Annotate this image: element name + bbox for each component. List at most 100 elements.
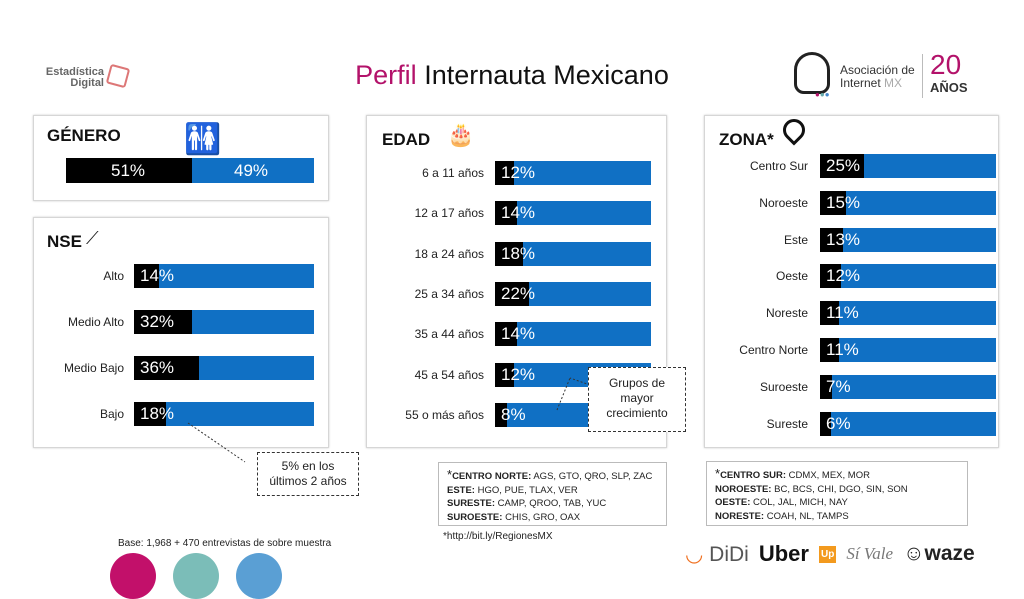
row-label: 45 a 54 años bbox=[414, 367, 484, 382]
bar-fill bbox=[820, 301, 840, 326]
row-label: Suroeste bbox=[759, 379, 808, 394]
callout-lines bbox=[187, 377, 591, 463]
logo-text: Digital bbox=[70, 77, 104, 89]
row-label: Centro Sur bbox=[749, 159, 808, 173]
uber-logo: Uber bbox=[758, 541, 809, 566]
row-label: Medio Alto bbox=[67, 315, 124, 329]
bar-fill bbox=[820, 411, 831, 436]
bar-fill bbox=[495, 201, 517, 226]
bar-fill bbox=[495, 402, 508, 427]
zona-panel: ZONA* Centro Sur 25% Noroeste 15% Este 13% Oes… bbox=[704, 114, 999, 448]
base-note: Base: 1,968 + 470 entrevistas de sobre m… bbox=[118, 538, 332, 549]
panel-title: GÉNERO bbox=[47, 126, 121, 145]
bar-value: 7% bbox=[826, 376, 851, 396]
note-line: SUROESTE: CHIS, GRO, OAX bbox=[447, 511, 581, 523]
men-value: 51% bbox=[111, 161, 146, 180]
row-label: Noroeste bbox=[759, 195, 808, 210]
bar-fill bbox=[820, 338, 840, 362]
amipci-logo bbox=[794, 52, 830, 94]
title-rest: Internauta Mexicano bbox=[424, 60, 669, 90]
nse-callout: 5% en los últimos 2 años bbox=[257, 452, 359, 496]
logo-text: MX bbox=[884, 76, 903, 90]
bar-value: 12% bbox=[501, 163, 536, 182]
bar-fill bbox=[495, 322, 517, 347]
edad-panel: EDAD 🎂 6 a 11 años 12% 12 a 17 años 14% 18 a… bbox=[366, 115, 667, 448]
bar: 32% bbox=[134, 310, 314, 334]
bar-fill bbox=[495, 241, 524, 266]
note-line: NORESTE: COAH, NL, TAMPS bbox=[715, 510, 849, 522]
row-label: Bajo bbox=[99, 407, 124, 421]
bar-fill bbox=[134, 356, 199, 380]
bar-fill bbox=[820, 227, 843, 252]
page-title: Perfil Internauta Mexicano bbox=[0, 60, 1024, 91]
stairs-icon: ⟋ bbox=[86, 228, 99, 248]
bar: 25% bbox=[820, 154, 996, 178]
estadistica-digital-logo: Estadística Digital bbox=[44, 67, 104, 89]
cake-icon: 🎂 bbox=[447, 122, 475, 147]
regions-note-right: *CENTRO SUR: CDMX, MEX, MOR NOROESTE: BC,… bbox=[706, 461, 968, 526]
note-line: SURESTE: CAMP, QROO, TAB, YUC bbox=[447, 498, 607, 509]
bar: 14% bbox=[495, 201, 651, 226]
up-logo: Up bbox=[818, 545, 837, 563]
didi-logo: ◡ DiDi bbox=[685, 542, 749, 566]
row-label: 18 a 24 años bbox=[414, 246, 484, 261]
sivale-logo: Sí Vale bbox=[846, 544, 894, 563]
note-line: *CENTRO SUR: CDMX, MEX, MOR bbox=[715, 466, 870, 481]
note-line: ESTE: HGO, PUE, TLAX, VER bbox=[447, 484, 578, 496]
bar: 14% bbox=[495, 322, 651, 347]
bar-fill bbox=[495, 362, 514, 387]
bar: 18% bbox=[134, 402, 314, 426]
men-fill bbox=[66, 158, 193, 183]
women-value: 49% bbox=[234, 161, 269, 180]
note-line: OESTE: COL, JAL, MICH, NAY bbox=[715, 497, 848, 508]
bar-fill bbox=[820, 190, 847, 215]
bar-value: 15% bbox=[826, 192, 861, 212]
nse-panel: NSE ⟋ Alto 14% Medio Alto 32% Medio Bajo 36% B… bbox=[33, 217, 329, 448]
bar: 12% bbox=[495, 161, 651, 185]
genero-panel: GÉNERO 🚻 51% 49% bbox=[33, 115, 329, 201]
bar-value: 14% bbox=[140, 266, 175, 285]
row-label: Sureste bbox=[766, 416, 808, 431]
logo-years: 20 bbox=[930, 49, 962, 80]
bar-fill bbox=[134, 310, 192, 334]
regions-link[interactable]: *http://bit.ly/RegionesMX bbox=[443, 531, 553, 542]
panel-title: EDAD bbox=[382, 130, 431, 149]
bar: 36% bbox=[134, 356, 314, 380]
bar-value: 6% bbox=[826, 413, 851, 433]
note-line: NOROESTE: BC, BCS, CHI, DGO, SIN, SON bbox=[715, 483, 908, 495]
bar: 18% bbox=[495, 241, 651, 266]
row-label: 6 a 11 años bbox=[422, 166, 484, 180]
link-text[interactable]: http://bit.ly/RegionesMX bbox=[446, 531, 553, 542]
panel-title: NSE bbox=[47, 232, 82, 251]
bar-value: 22% bbox=[501, 283, 536, 303]
bar-fill bbox=[134, 264, 160, 288]
row-label: Medio Bajo bbox=[63, 361, 124, 375]
bar-value: 11% bbox=[826, 340, 859, 359]
row-label: 55 o más años bbox=[405, 407, 484, 422]
sponsor-logos: ◡ DiDi Uber Up Sí Vale ☺waze bbox=[685, 540, 975, 568]
logo-dots: ●●● bbox=[815, 90, 830, 99]
row-label: Centro Norte bbox=[739, 343, 808, 357]
bar-fill bbox=[134, 402, 167, 426]
row-label: 25 a 34 años bbox=[414, 286, 484, 301]
circle-teal bbox=[173, 553, 219, 599]
row-label: 12 a 17 años bbox=[414, 206, 484, 221]
bar-value: 36% bbox=[140, 358, 175, 377]
title-accent: Perfil bbox=[355, 60, 417, 90]
amipci-text: Asociación de Internet MX bbox=[840, 64, 915, 90]
bar-fill bbox=[820, 264, 842, 289]
bar: 11% bbox=[820, 301, 996, 326]
bar-value: 32% bbox=[140, 312, 175, 331]
bar-value: 8% bbox=[501, 404, 526, 424]
bar: 11% bbox=[820, 338, 996, 362]
bar-fill bbox=[495, 161, 514, 185]
bar-value: 12% bbox=[826, 266, 861, 286]
bar-value: 13% bbox=[826, 229, 861, 249]
row-label: Noreste bbox=[765, 306, 808, 321]
waze-logo: ☺waze bbox=[903, 542, 975, 565]
bar-value: 14% bbox=[501, 203, 536, 223]
bar: 13% bbox=[820, 227, 996, 252]
bar: 12% bbox=[820, 264, 996, 289]
bar-value: 18% bbox=[140, 404, 175, 423]
bar: 15% bbox=[820, 190, 996, 215]
